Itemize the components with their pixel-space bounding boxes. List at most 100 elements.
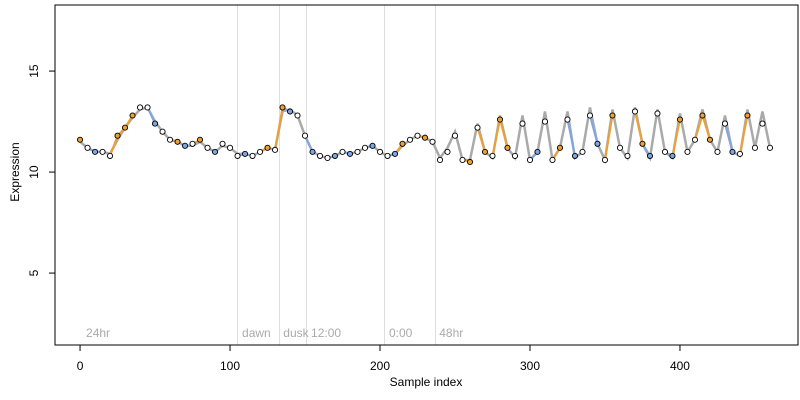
point <box>301 132 309 139</box>
point <box>684 148 691 155</box>
point <box>414 132 421 139</box>
point <box>631 108 639 115</box>
y-tick-label: 10 <box>27 165 41 179</box>
point <box>376 148 384 155</box>
point <box>721 120 729 127</box>
point <box>714 148 721 155</box>
point <box>234 152 241 159</box>
point <box>264 144 271 151</box>
annotation: 0:00 <box>389 326 413 340</box>
point <box>609 112 616 119</box>
point <box>519 120 526 127</box>
point <box>429 138 436 145</box>
point <box>189 140 196 147</box>
point <box>474 124 481 131</box>
point <box>309 148 316 155</box>
point <box>211 148 219 155</box>
point <box>466 158 474 166</box>
point <box>496 116 504 123</box>
point <box>549 156 556 163</box>
point <box>369 142 376 149</box>
point <box>639 140 646 147</box>
annotation: 48hr <box>439 326 463 340</box>
point <box>594 140 601 147</box>
point <box>564 116 571 123</box>
point <box>271 146 279 153</box>
point <box>226 144 234 151</box>
point <box>294 112 301 119</box>
x-tick-label: 0 <box>77 359 84 373</box>
point <box>399 140 406 147</box>
point <box>84 144 91 151</box>
x-tick-label: 100 <box>220 359 240 373</box>
segment <box>694 115 704 141</box>
point <box>646 152 654 159</box>
point <box>661 148 669 155</box>
segment <box>476 127 486 153</box>
point <box>241 150 249 157</box>
annotation: 12:00 <box>311 326 341 340</box>
point <box>129 112 136 119</box>
point <box>744 112 751 119</box>
point <box>204 144 211 151</box>
point <box>504 144 511 151</box>
segment <box>723 123 734 153</box>
point <box>99 148 106 155</box>
point <box>759 120 766 127</box>
point <box>736 150 744 157</box>
point <box>481 148 489 155</box>
point <box>391 150 399 157</box>
point <box>91 148 99 155</box>
point <box>459 156 466 163</box>
segment <box>566 119 576 157</box>
point <box>751 144 759 151</box>
point <box>159 128 166 135</box>
y-tick-label: 15 <box>27 64 41 78</box>
point <box>121 124 129 131</box>
point <box>114 132 121 139</box>
point <box>181 142 189 149</box>
point <box>729 148 736 155</box>
point <box>766 144 774 151</box>
segment <box>671 119 681 157</box>
point <box>324 154 331 161</box>
segment <box>701 115 711 141</box>
y-tick-label: 5 <box>27 269 41 276</box>
point <box>444 148 451 155</box>
point <box>136 104 144 111</box>
plot-frame <box>54 4 799 346</box>
point <box>541 118 549 125</box>
segment <box>633 111 644 145</box>
segment <box>738 115 749 155</box>
point <box>256 148 264 155</box>
point <box>669 152 676 159</box>
point <box>174 138 181 145</box>
x-tick-label: 400 <box>670 359 690 373</box>
point <box>219 140 226 147</box>
point <box>76 136 84 143</box>
point <box>406 136 414 143</box>
segment <box>491 119 501 157</box>
point <box>534 148 541 155</box>
point <box>316 152 324 159</box>
annotation: dusk <box>283 326 309 340</box>
point <box>691 136 699 143</box>
point <box>616 144 624 151</box>
point <box>331 152 339 159</box>
point <box>489 152 496 159</box>
point <box>676 116 684 123</box>
segment <box>274 107 284 151</box>
point <box>196 136 204 143</box>
point <box>571 152 579 159</box>
y-axis-label: Expression <box>8 142 22 201</box>
point <box>579 148 586 155</box>
point <box>144 104 151 111</box>
point <box>586 112 594 119</box>
x-axis-label: Sample index <box>390 375 463 389</box>
point <box>286 108 294 115</box>
point <box>106 152 114 159</box>
annotation: dawn <box>242 326 271 340</box>
point <box>361 144 369 151</box>
point <box>511 152 519 159</box>
